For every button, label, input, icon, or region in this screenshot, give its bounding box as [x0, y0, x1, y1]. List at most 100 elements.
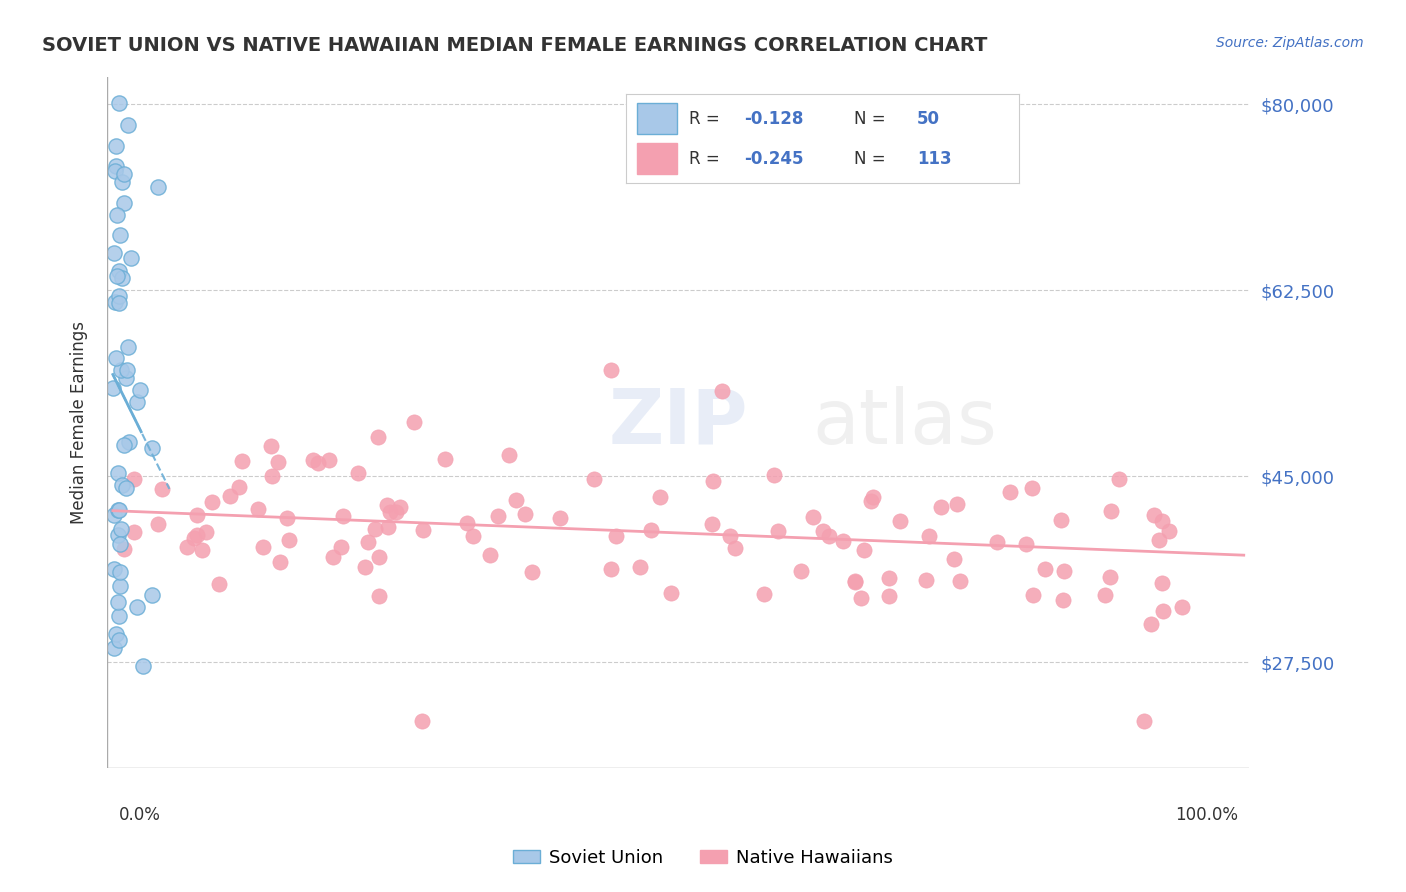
Point: [986, 535, 1008, 549]
Point: [915, 574, 938, 588]
Point: [307, 456, 329, 470]
Text: -0.128: -0.128: [744, 110, 803, 128]
Point: [191, 543, 214, 558]
Point: [276, 511, 298, 525]
Point: [879, 589, 901, 603]
Point: [356, 534, 378, 549]
Point: [103, 245, 125, 260]
Point: [811, 524, 834, 538]
Point: [640, 523, 662, 537]
Point: [110, 363, 132, 377]
Point: [1150, 514, 1173, 528]
Point: [108, 227, 131, 242]
Point: [889, 514, 911, 528]
Point: [148, 516, 170, 531]
Point: [108, 289, 131, 303]
Point: [201, 495, 224, 509]
Point: [718, 529, 741, 543]
Text: N =: N =: [853, 110, 891, 128]
Point: [368, 590, 391, 604]
Point: [367, 430, 389, 444]
Text: Median Female Earnings: Median Female Earnings: [70, 321, 89, 524]
Point: [1099, 570, 1122, 584]
Text: atlas: atlas: [813, 386, 997, 460]
Point: [115, 481, 138, 495]
Point: [1152, 575, 1174, 590]
Point: [600, 363, 623, 377]
Point: [146, 180, 169, 194]
Point: [110, 565, 132, 579]
Point: [318, 453, 340, 467]
Point: [1108, 472, 1130, 486]
Legend: Soviet Union, Native Hawaiians: Soviet Union, Native Hawaiians: [506, 842, 900, 874]
Point: [582, 473, 605, 487]
Point: [105, 268, 128, 283]
Point: [105, 627, 128, 641]
Point: [411, 714, 433, 728]
Text: 100.0%: 100.0%: [1175, 805, 1239, 823]
Point: [186, 528, 208, 542]
Point: [505, 493, 527, 508]
Text: 113: 113: [917, 150, 952, 168]
Point: [105, 351, 128, 365]
Point: [1052, 593, 1074, 607]
Point: [548, 510, 571, 524]
Point: [112, 167, 135, 181]
Point: [388, 500, 411, 515]
Point: [1143, 508, 1166, 523]
Point: [103, 562, 125, 576]
Point: [194, 524, 217, 539]
Point: [329, 541, 352, 555]
Point: [1099, 504, 1122, 518]
Point: [120, 251, 142, 265]
Point: [368, 549, 391, 564]
Point: [108, 295, 131, 310]
Point: [110, 523, 132, 537]
Point: [252, 541, 274, 555]
Point: [115, 363, 138, 377]
Point: [267, 455, 290, 469]
Point: [302, 453, 325, 467]
Point: [183, 532, 205, 546]
Point: [1021, 481, 1043, 495]
Point: [1147, 533, 1170, 547]
Point: [520, 566, 543, 580]
Point: [851, 591, 873, 606]
Text: N =: N =: [853, 150, 891, 168]
Point: [1022, 589, 1045, 603]
Point: [790, 564, 813, 578]
Point: [946, 497, 969, 511]
Point: [117, 118, 139, 132]
Point: [478, 549, 501, 563]
Point: [103, 640, 125, 655]
Point: [105, 159, 128, 173]
Point: [513, 507, 536, 521]
Point: [118, 434, 141, 449]
Point: [107, 95, 129, 110]
Point: [768, 524, 790, 538]
Point: [461, 528, 484, 542]
Point: [112, 438, 135, 452]
Point: [702, 474, 724, 488]
Point: [700, 516, 723, 531]
Point: [877, 571, 900, 585]
Point: [111, 271, 134, 285]
Point: [998, 485, 1021, 500]
Point: [122, 472, 145, 486]
Point: [600, 562, 623, 576]
Bar: [637, 143, 676, 174]
Point: [108, 264, 131, 278]
Point: [412, 524, 434, 538]
Point: [105, 208, 128, 222]
Point: [104, 295, 127, 310]
Point: [108, 633, 131, 648]
Point: [186, 508, 208, 522]
Point: [347, 466, 370, 480]
Point: [803, 510, 825, 524]
Point: [832, 533, 855, 548]
Point: [375, 498, 398, 512]
Point: [322, 549, 344, 564]
Point: [114, 195, 136, 210]
Point: [103, 381, 125, 395]
Point: [117, 340, 139, 354]
